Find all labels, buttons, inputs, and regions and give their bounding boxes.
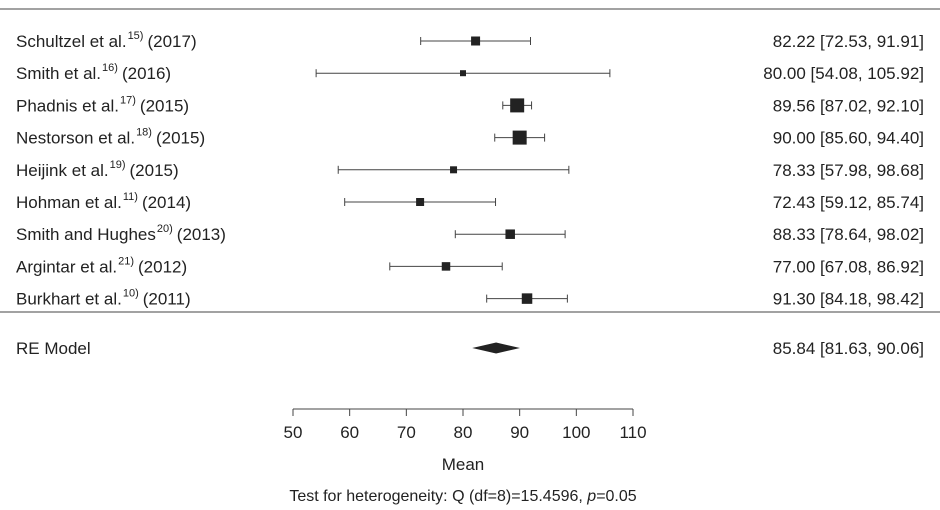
point-estimate — [450, 166, 458, 174]
study-label: Argintar et al.21) (2012) — [16, 255, 187, 276]
point-estimate — [460, 70, 466, 77]
heterogeneity-p-symbol: p — [586, 488, 596, 505]
study-reference: 11) — [123, 191, 138, 203]
study-reference: 16) — [102, 62, 118, 74]
study-reference: 19) — [110, 159, 126, 171]
study-author: Burkhart et al. — [16, 290, 122, 309]
study-row: Schultzel et al.15) (2017) 82.22 [72.53, 9… — [16, 30, 924, 51]
study-row: Argintar et al.21) (2012) 77.00 [67.08, 86… — [16, 255, 924, 276]
study-reference: 10) — [123, 288, 139, 300]
x-tick-label: 60 — [340, 423, 359, 442]
study-author: Schultzel et al. — [16, 32, 127, 51]
study-reference: 17) — [120, 94, 136, 106]
study-row: Smith and Hughes20) (2013) 88.33 [78.64, 9… — [16, 223, 924, 244]
study-author: Heijink et al. — [16, 161, 109, 180]
study-row: Nestorson et al.18) (2015) 90.00 [85.60, 9… — [16, 127, 924, 148]
summary-row: RE Model 85.84 [81.63, 90.06] — [16, 339, 924, 358]
study-reference: 20) — [157, 223, 173, 235]
study-label: Phadnis et al.17) (2015) — [16, 94, 189, 115]
ci-label: 88.33 [78.64, 98.02] — [773, 225, 924, 244]
study-year: (2013) — [177, 225, 226, 244]
ci-label: 82.22 [72.53, 91.91] — [773, 32, 924, 51]
x-tick-label: 50 — [284, 423, 303, 442]
study-label: Hohman et al.11) (2014) — [16, 191, 191, 212]
point-estimate — [512, 130, 527, 145]
study-author: Phadnis et al. — [16, 96, 119, 115]
study-row: Smith et al.16) (2016) 80.00 [54.08, 105.9… — [16, 62, 924, 83]
study-author: Hohman et al. — [16, 193, 122, 212]
point-estimate — [510, 98, 525, 113]
study-year: (2015) — [130, 161, 179, 180]
study-label: Burkhart et al.10) (2011) — [16, 288, 191, 309]
study-row: Heijink et al.19) (2015) 78.33 [57.98, 98.… — [16, 159, 924, 180]
study-reference: 18) — [136, 127, 152, 139]
study-author: Smith and Hughes — [16, 225, 156, 244]
study-row: Hohman et al.11) (2014) 72.43 [59.12, 85.7… — [16, 191, 924, 212]
point-estimate — [521, 293, 533, 304]
study-year: (2016) — [122, 64, 171, 83]
study-author: Argintar et al. — [16, 257, 117, 276]
x-tick-label: 100 — [562, 423, 590, 442]
heterogeneity-p-value: =0.05 — [596, 488, 637, 505]
x-axis: 50 60 70 80 90 100 110 — [284, 408, 647, 442]
study-reference: 21) — [118, 255, 134, 267]
study-label: Nestorson et al.18) (2015) — [16, 127, 205, 148]
point-estimate — [471, 36, 481, 46]
study-year: (2012) — [138, 257, 187, 276]
study-label: Smith and Hughes20) (2013) — [16, 223, 226, 244]
point-estimate — [441, 262, 451, 271]
ci-label: 78.33 [57.98, 98.68] — [773, 161, 924, 180]
ci-label: 91.30 [84.18, 98.42] — [773, 290, 924, 309]
study-year: (2011) — [143, 290, 191, 309]
study-rows: Schultzel et al.15) (2017) 82.22 [72.53, 9… — [16, 30, 924, 309]
study-year: (2017) — [147, 32, 196, 51]
point-estimate — [416, 198, 425, 206]
study-label: Smith et al.16) (2016) — [16, 62, 171, 83]
study-author: Smith et al. — [16, 64, 101, 83]
point-estimate — [505, 229, 515, 239]
x-axis-title: Mean — [442, 455, 485, 474]
ci-label: 89.56 [87.02, 92.10] — [773, 96, 924, 115]
study-reference: 15) — [128, 30, 144, 42]
ci-label: 90.00 [85.60, 94.40] — [773, 129, 924, 148]
summary-label: RE Model — [16, 339, 91, 358]
study-author: Nestorson et al. — [16, 129, 135, 148]
study-year: (2015) — [140, 96, 189, 115]
ci-label: 80.00 [54.08, 105.92] — [763, 64, 924, 83]
study-label: Schultzel et al.15) (2017) — [16, 30, 197, 51]
study-row: Burkhart et al.10) (2011) 91.30 [84.18, 98… — [16, 288, 924, 309]
x-tick-label: 90 — [510, 423, 529, 442]
heterogeneity-note: Test for heterogeneity: Q (df=8)=15.4596… — [289, 488, 636, 505]
ci-label: 72.43 [59.12, 85.74] — [773, 193, 924, 212]
x-tick-label: 70 — [397, 423, 416, 442]
summary-ci-label: 85.84 [81.63, 90.06] — [773, 339, 924, 358]
study-year: (2015) — [156, 129, 205, 148]
study-year: (2014) — [142, 193, 191, 212]
study-row: Phadnis et al.17) (2015) 89.56 [87.02, 92.… — [16, 94, 924, 115]
ci-label: 77.00 [67.08, 86.92] — [773, 257, 924, 276]
study-label: Heijink et al.19) (2015) — [16, 159, 179, 180]
x-tick-label: 80 — [454, 423, 473, 442]
heterogeneity-prefix: Test for heterogeneity: Q (df=8)=15.4596… — [289, 488, 587, 505]
summary-diamond — [472, 342, 521, 354]
x-tick-label: 110 — [619, 423, 646, 442]
